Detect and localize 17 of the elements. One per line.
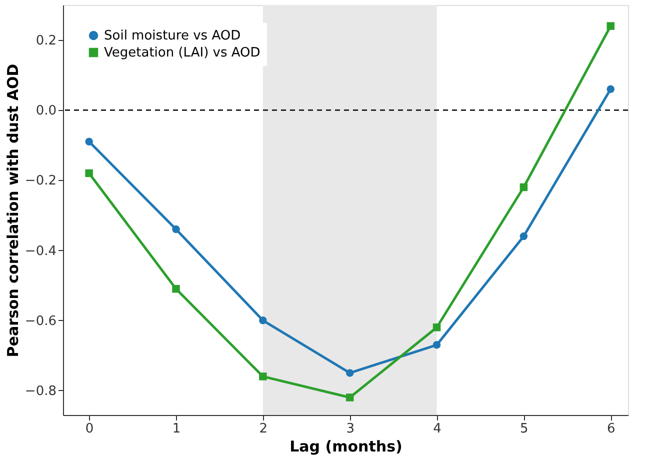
y-tick-label: −0.2 (24, 174, 56, 189)
x-tick-label: 2 (259, 422, 268, 436)
legend-label: Soil moisture vs AOD (104, 28, 241, 44)
x-tick-label: 1 (172, 422, 181, 436)
x-tick-label: 0 (85, 422, 94, 436)
y-tick-label: −0.8 (24, 384, 56, 399)
x-tick-label: 4 (433, 422, 442, 436)
y-tick-label: 0.0 (36, 104, 56, 119)
y-tick-label: −0.6 (24, 314, 56, 329)
x-tick-label: 3 (346, 422, 354, 436)
y-tick-label: 0.2 (36, 34, 56, 49)
x-axis-title: Lag (months) (290, 438, 402, 456)
y-axis-title: Pearson correlation with dust AOD (4, 64, 22, 358)
x-tick-label: 6 (606, 422, 616, 436)
legend-label: Vegetation (LAI) vs AOD (104, 46, 260, 60)
x-tick-label: 5 (520, 422, 528, 436)
y-tick-label: −0.4 (24, 244, 56, 259)
